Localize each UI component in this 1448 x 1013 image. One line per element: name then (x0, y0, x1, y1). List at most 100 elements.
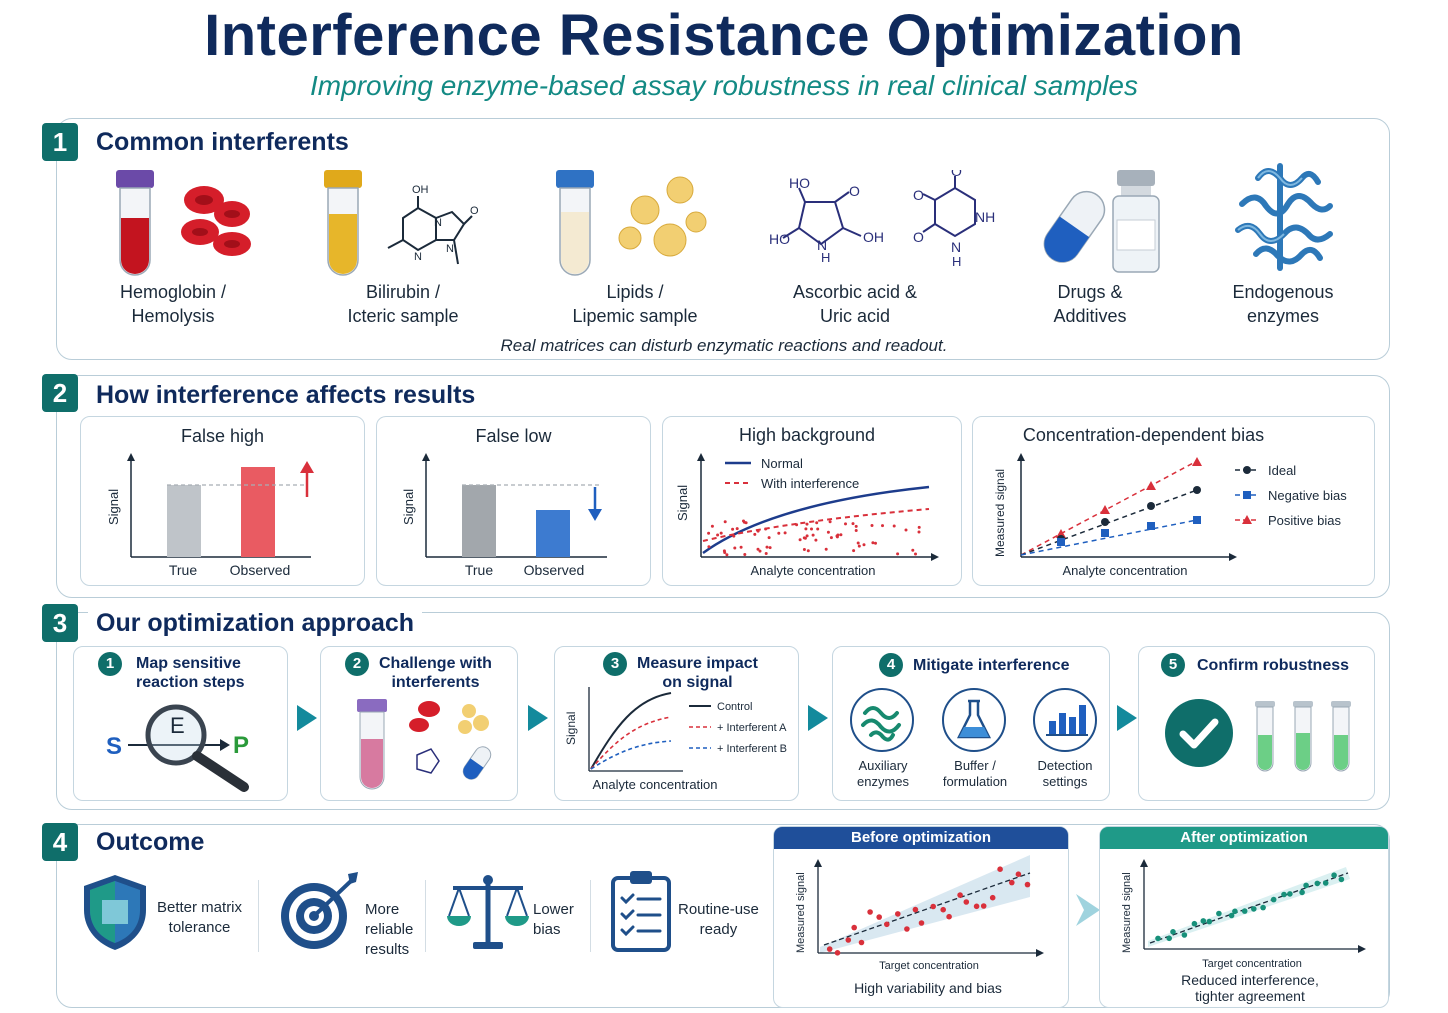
magnifier-icon: S E P (106, 704, 249, 792)
background-noise-dot (804, 527, 808, 531)
label-line: enzymes (856, 774, 910, 789)
mitigation-label: Detection settings (1015, 758, 1115, 790)
legend-negative-bias: Negative bias (1268, 488, 1347, 503)
step-title: Map sensitive reaction steps (136, 654, 244, 692)
false-high-card: False high Signal True Observed (80, 416, 365, 586)
background-noise-dot (735, 527, 739, 531)
divider (590, 880, 591, 952)
background-noise-dot (733, 546, 737, 550)
tick-true: True (465, 562, 493, 578)
series-control (590, 692, 672, 770)
scatter-point (1331, 872, 1337, 878)
axis-label-x: Target concentration (1202, 958, 1302, 970)
label-line: Bilirubin / (365, 282, 441, 302)
molecule-o: O (849, 183, 860, 199)
legend-normal: Normal (761, 456, 803, 471)
background-noise-dot (783, 531, 787, 535)
background-noise-dot (917, 530, 921, 534)
molecule-icon: HO O HO OH N H O O O NH N H (769, 170, 995, 269)
green-tubes-icon (1255, 701, 1351, 772)
interferent-label-lipids: Lipids / Lipemic sample (550, 280, 720, 328)
interferent-label-ascorbic: Ascorbic acid & Uric acid (770, 280, 940, 328)
scatter-point (1024, 881, 1031, 888)
section-title: How interference affects results (88, 381, 484, 410)
step-arrow-icon (1117, 705, 1137, 731)
axis-label-y: Measured signal (993, 469, 1007, 557)
scatter-point (980, 903, 987, 909)
before-optimization-panel: Before optimization Measured signal Targ… (773, 826, 1069, 1008)
background-noise-dot (892, 524, 896, 528)
molecule-n: N (817, 237, 827, 253)
scatter-point (912, 906, 919, 913)
scatter-point (1009, 879, 1015, 886)
label-line: Ascorbic acid & (792, 282, 918, 302)
background-noise-dot (829, 536, 833, 540)
scatter-point (1338, 876, 1345, 883)
positive-bias-points (1056, 457, 1202, 538)
target-icon (281, 872, 358, 949)
concentration-bias-card: Concentration-dependent bias Measured si… (972, 416, 1375, 586)
label-line: enzymes (1246, 306, 1320, 326)
background-noise-dot (904, 528, 908, 532)
label-line: Lipids / (606, 282, 664, 302)
lipid-tube-icon (556, 170, 707, 276)
before-scatter-chart: Measured signal Target concentration Hig… (795, 855, 1044, 996)
scatter-point (1228, 912, 1235, 919)
background-noise-dot (767, 536, 771, 540)
background-noise-dot (854, 529, 858, 532)
step-number: 1 (98, 652, 122, 676)
section-note: Real matrices can disturb enzymatic reac… (500, 336, 948, 355)
interferents-mix-icon (357, 699, 492, 790)
background-noise-dot (852, 549, 856, 553)
background-noise-dot (839, 533, 843, 537)
label-line: reliable (365, 921, 414, 938)
after-optimization-panel: After optimization Measured signal Targe… (1099, 826, 1389, 1008)
bar-observed (241, 467, 275, 557)
background-noise-dot (764, 527, 768, 531)
section-title: Common interferents (88, 128, 357, 157)
background-noise-dot (914, 552, 917, 556)
background-noise-dot (917, 525, 921, 529)
outcome-label-routine: Routine-use ready (678, 900, 759, 940)
molecule-n: N (951, 239, 961, 255)
false-high-chart: Signal True Observed (106, 453, 314, 578)
step-title-line: interferents (391, 674, 480, 691)
background-noise-dot (896, 552, 900, 556)
background-noise-dot (805, 534, 809, 538)
background-noise-dot (802, 536, 806, 540)
step-number: 2 (345, 652, 369, 676)
scatter-point (946, 913, 952, 920)
label-line: Endogenous (1232, 282, 1334, 302)
background-noise-dot (795, 523, 799, 527)
scatter-point (1241, 908, 1248, 914)
scatter-point (834, 950, 841, 956)
interferent-label-drugs: Drugs & Additives (1005, 280, 1175, 328)
outcome-label-bias: Lower bias (533, 900, 574, 940)
background-noise-dot (874, 541, 877, 545)
background-noise-dot (768, 546, 772, 550)
card-title: False low (475, 426, 552, 446)
tick-observed: Observed (230, 562, 291, 578)
background-noise-dot (707, 545, 711, 549)
label-line: Additives (1053, 306, 1127, 326)
axis-label-y: Measured signal (1121, 872, 1133, 953)
enzyme-label: E (170, 713, 185, 738)
label-line: tolerance (168, 919, 231, 936)
background-noise-dot (743, 553, 747, 556)
scatter-point (884, 921, 890, 928)
scatter-point (918, 920, 925, 926)
scatter-point (1314, 880, 1321, 887)
step-challenge: 2 Challenge with interferents (320, 646, 518, 801)
step-title-line: on signal (662, 674, 733, 691)
step-number: 3 (603, 652, 627, 676)
scatter-point (826, 946, 833, 952)
outcome-label-matrix: Better matrix tolerance (157, 898, 242, 938)
axis-label-y: Measured signal (795, 872, 807, 953)
scatter-point (930, 903, 936, 910)
series-interferent-b (590, 740, 672, 770)
tick-true: True (169, 562, 197, 578)
protein-icon (1235, 163, 1333, 271)
label-line: results (365, 941, 410, 958)
scatter-point (1281, 891, 1287, 898)
ideal-points (1057, 486, 1201, 543)
